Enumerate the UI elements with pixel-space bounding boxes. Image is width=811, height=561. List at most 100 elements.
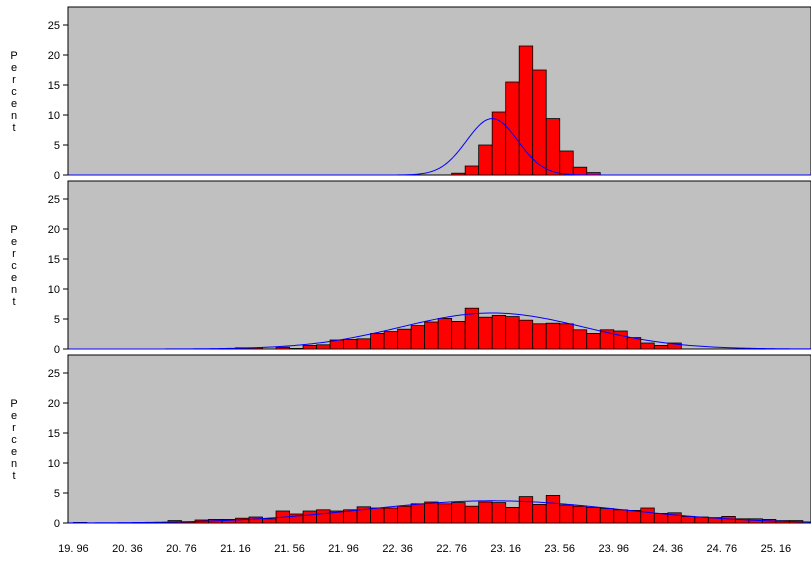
histogram-bar [437, 317, 453, 350]
histogram-bar [437, 503, 453, 524]
x-tick-label: 20. 36 [112, 543, 143, 555]
x-tick-label: 21. 56 [274, 543, 305, 555]
y-tick-label: 5 [54, 488, 60, 500]
y-tick-label: 20 [48, 50, 60, 62]
histogram-bar [383, 331, 399, 350]
y-tick-label: 25 [48, 368, 60, 380]
x-tick-label: 24. 76 [707, 543, 738, 555]
histogram-bar [572, 505, 588, 524]
histogram-bar [559, 150, 574, 176]
density-curve [68, 312, 811, 350]
y-tick-label: 5 [54, 314, 60, 326]
histogram-bar [397, 328, 412, 350]
y-tick-label: 0 [54, 170, 60, 182]
histogram-bar [316, 344, 331, 350]
histogram-bar [451, 172, 466, 176]
histogram-bar [343, 338, 358, 350]
histogram-bar [451, 502, 466, 524]
histogram-bar [424, 501, 439, 524]
y-tick-label: 10 [48, 284, 60, 296]
histogram-bar [370, 332, 385, 350]
y-tick-label: 5 [54, 140, 60, 152]
x-tick-label: 23. 96 [598, 543, 629, 555]
density-curve [67, 500, 811, 524]
histogram-bar [626, 509, 642, 524]
y-tick-label: 15 [48, 80, 60, 92]
y-tick-label: 20 [48, 398, 60, 410]
histogram-bar [572, 329, 588, 350]
density-curve [68, 118, 811, 176]
histogram-bar [491, 111, 507, 176]
y-tick-label: 0 [54, 344, 60, 356]
histogram-bar [532, 323, 547, 350]
histogram-bar [478, 144, 493, 176]
histogram-bar [289, 347, 304, 350]
histogram-panel-3: 0 5 10 15 20 25 P e r c e n t 19. 96 20. 36 20. 76 21. 1… [10, 354, 811, 555]
y-tick-label: 25 [48, 194, 60, 206]
histogram-bar [505, 506, 520, 524]
histogram-bar [613, 509, 628, 524]
x-tick-label: 21. 16 [220, 543, 251, 555]
x-tick-label: 25. 16 [761, 543, 792, 555]
histogram-bar [518, 496, 534, 524]
histogram-bar [451, 320, 466, 350]
x-tick-label: 23. 56 [544, 543, 575, 555]
histogram-bar [491, 502, 507, 524]
histogram-panel-2: 0 5 10 15 20 25 P e r c e n t [10, 180, 811, 356]
histogram-bar [640, 507, 655, 524]
histogram-bar [586, 332, 601, 350]
x-tick-label: 21. 96 [328, 543, 359, 555]
histogram-bar [559, 504, 574, 524]
histogram-bar [653, 513, 669, 524]
histogram-bar [599, 508, 615, 524]
x-tick-label: 24. 36 [653, 543, 684, 555]
histogram-bar [410, 503, 426, 524]
histogram-bar [302, 510, 317, 524]
plot-background [67, 354, 811, 524]
histogram-bar [518, 319, 534, 350]
histogram-bar [316, 509, 331, 524]
plot-background [67, 6, 811, 176]
histogram-bar [532, 503, 547, 524]
histogram-bar [680, 516, 696, 524]
x-tick-label: 22. 76 [436, 543, 467, 555]
y-tick-label: 10 [48, 458, 60, 470]
histogram-bar [248, 516, 263, 524]
histogram-bar [721, 516, 736, 524]
histogram-bar [370, 507, 385, 524]
histogram-bar [532, 69, 547, 176]
y-tick-label: 15 [48, 428, 60, 440]
histogram-bar [356, 338, 372, 350]
histogram-bar [559, 323, 574, 350]
histogram-bar [518, 45, 534, 176]
histogram-bar [383, 507, 399, 524]
x-tick-label: 20. 76 [166, 543, 197, 555]
histogram-bar [586, 506, 601, 524]
histogram-bar [424, 321, 439, 350]
histogram-panel-1: 0 5 10 15 20 25 P e r c e n t [10, 6, 811, 182]
histogram-bar [478, 316, 493, 350]
histogram-bar [653, 344, 669, 350]
histogram-bar [397, 505, 412, 524]
histogram-bar [302, 344, 317, 350]
histogram-bar [275, 346, 290, 350]
y-tick-label: 25 [48, 20, 60, 32]
histogram-bar [545, 494, 561, 524]
histogram-bar [545, 118, 561, 176]
x-tick-label: 22. 36 [382, 543, 413, 555]
x-tick-label: 23. 16 [490, 543, 521, 555]
x-tick-label: 19. 96 [58, 543, 89, 555]
histogram-bar [640, 342, 655, 350]
histogram-bar [572, 166, 588, 176]
histogram-bar [613, 330, 628, 350]
histogram-bar [262, 518, 277, 524]
histogram-bar [667, 342, 682, 350]
y-tick-label: 0 [54, 518, 60, 530]
histogram-bar [464, 165, 480, 176]
y-tick-label: 15 [48, 254, 60, 266]
y-tick-label: 20 [48, 224, 60, 236]
